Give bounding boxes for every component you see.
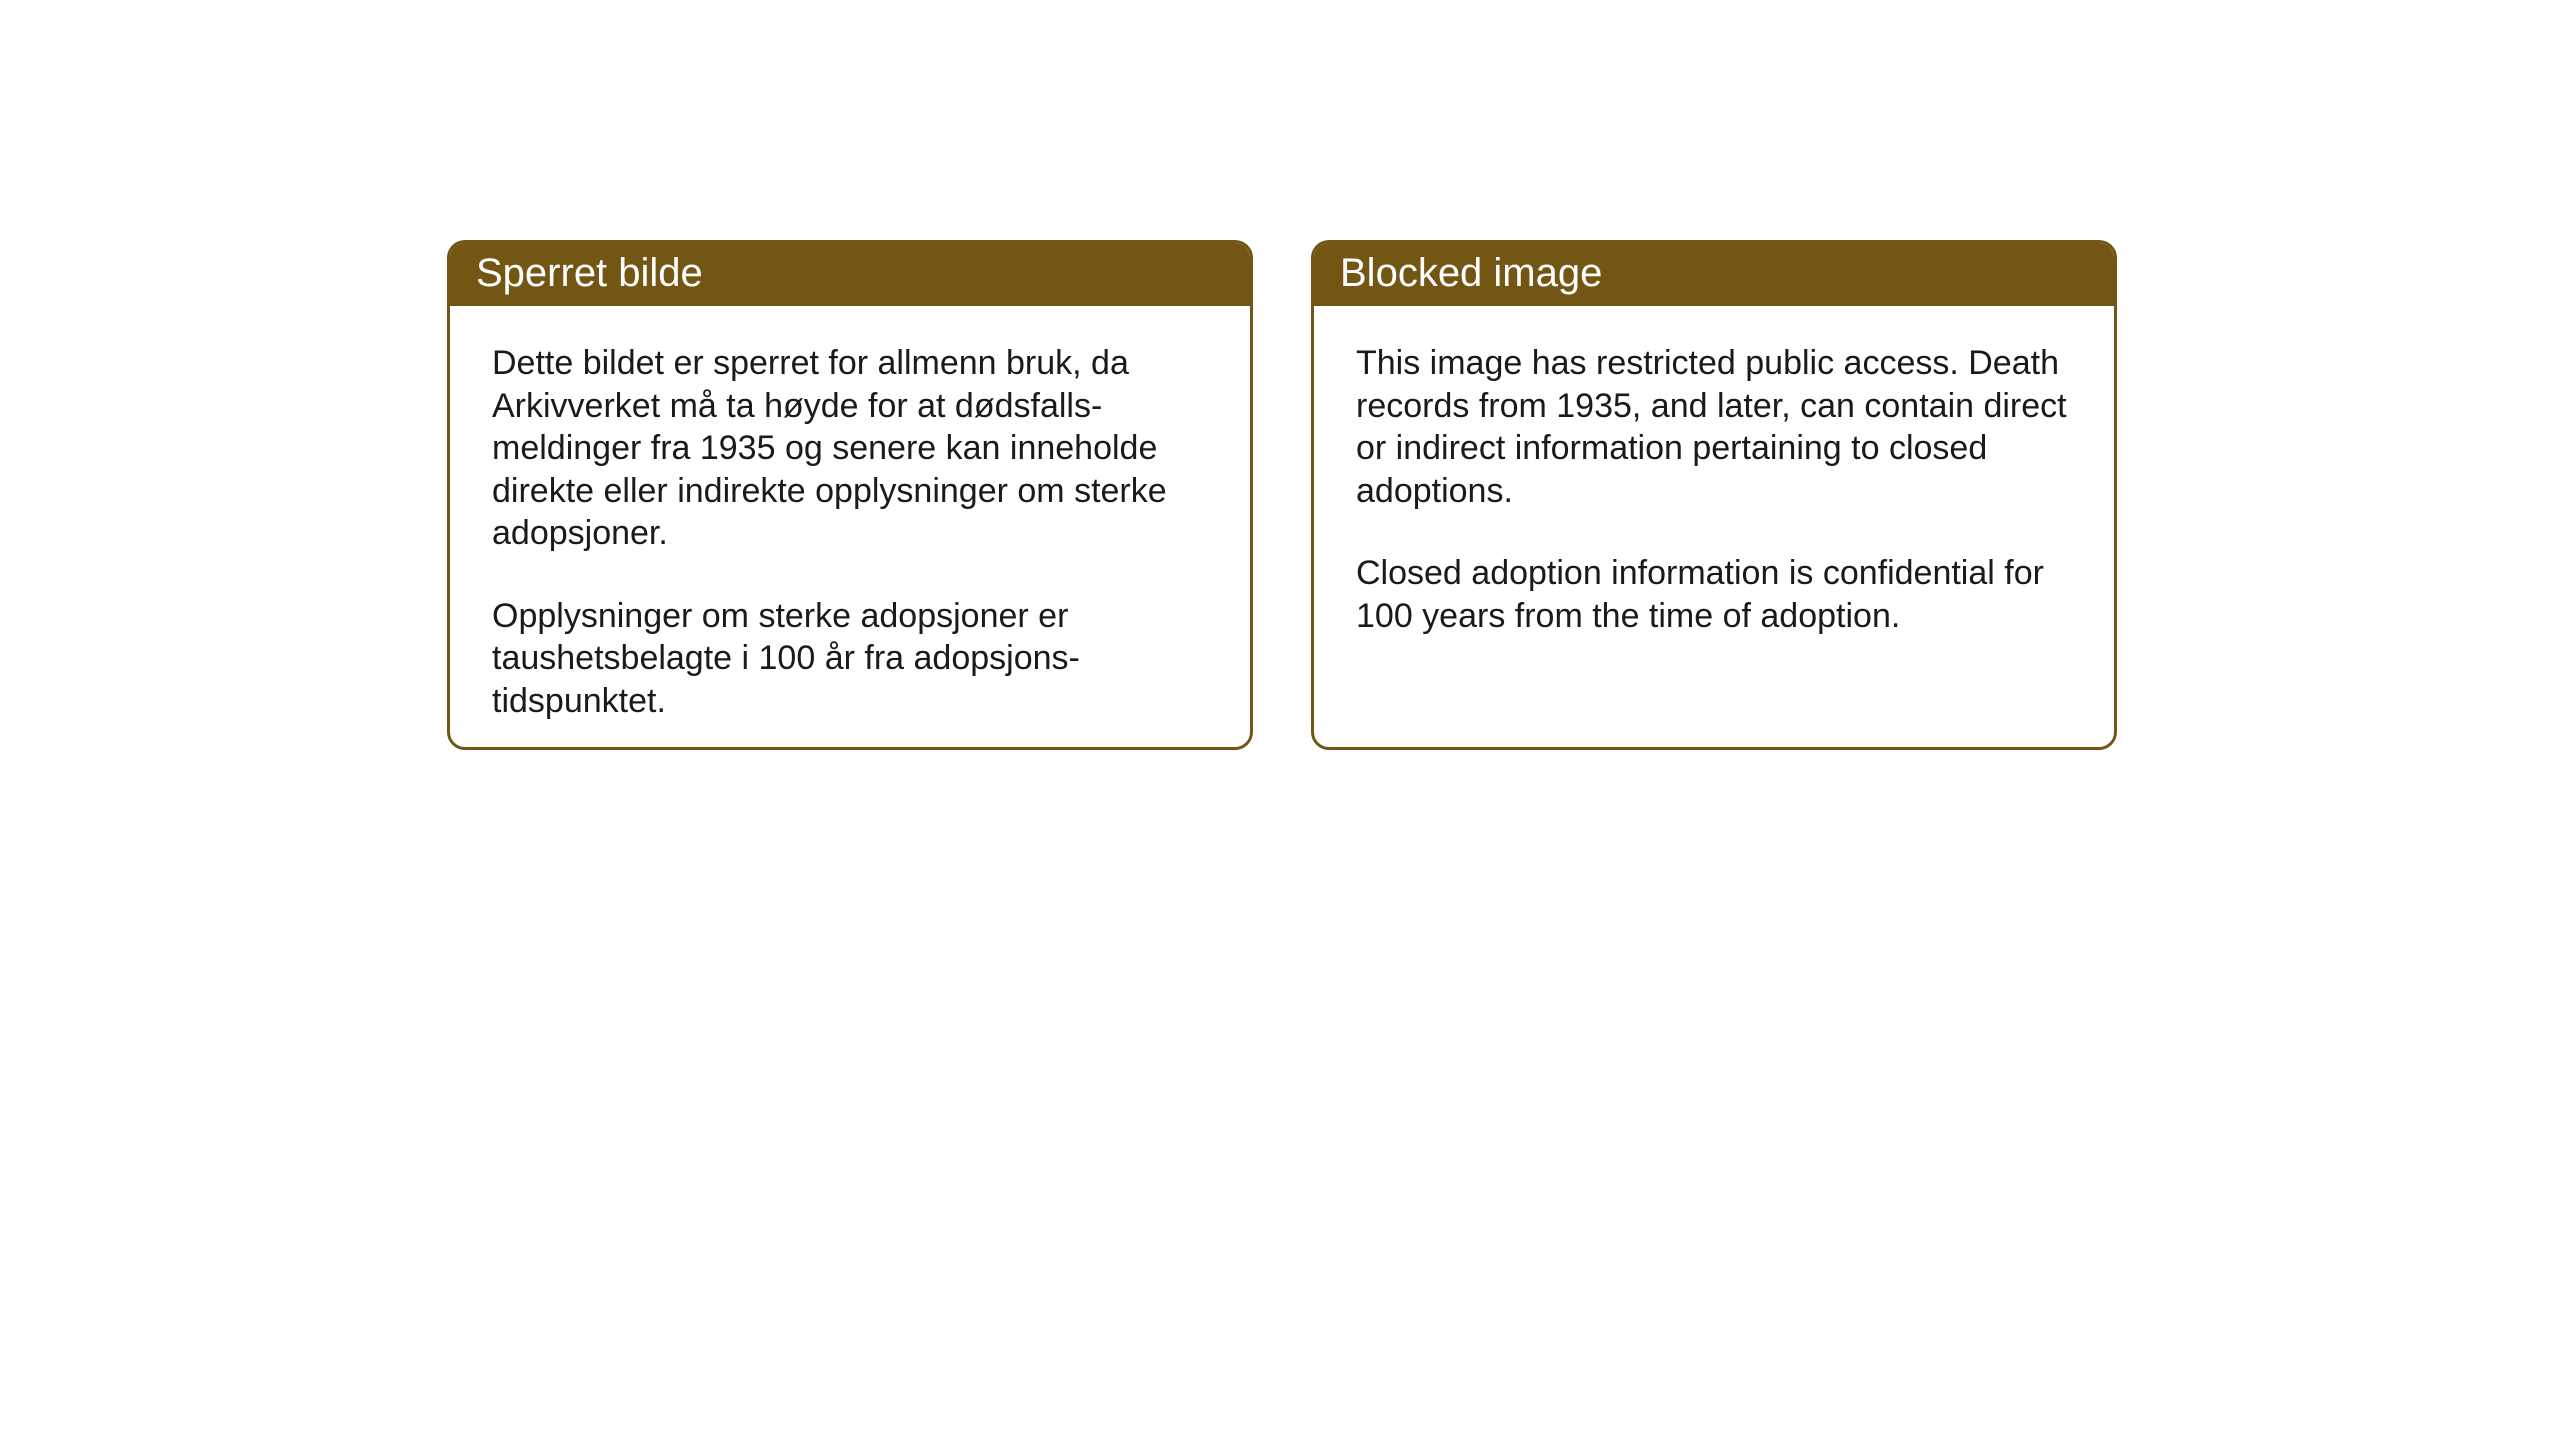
norwegian-panel-body: Dette bildet er sperret for allmenn bruk… [450,306,1250,750]
english-panel-title: Blocked image [1314,243,2114,306]
english-paragraph-2: Closed adoption information is confident… [1356,552,2072,637]
notice-container: Sperret bilde Dette bildet er sperret fo… [447,240,2117,750]
english-panel: Blocked image This image has restricted … [1311,240,2117,750]
english-panel-body: This image has restricted public access.… [1314,306,2114,673]
english-paragraph-1: This image has restricted public access.… [1356,342,2072,512]
norwegian-paragraph-1: Dette bildet er sperret for allmenn bruk… [492,342,1208,555]
norwegian-panel-title: Sperret bilde [450,243,1250,306]
norwegian-panel: Sperret bilde Dette bildet er sperret fo… [447,240,1253,750]
norwegian-paragraph-2: Opplysninger om sterke adopsjoner er tau… [492,595,1208,723]
